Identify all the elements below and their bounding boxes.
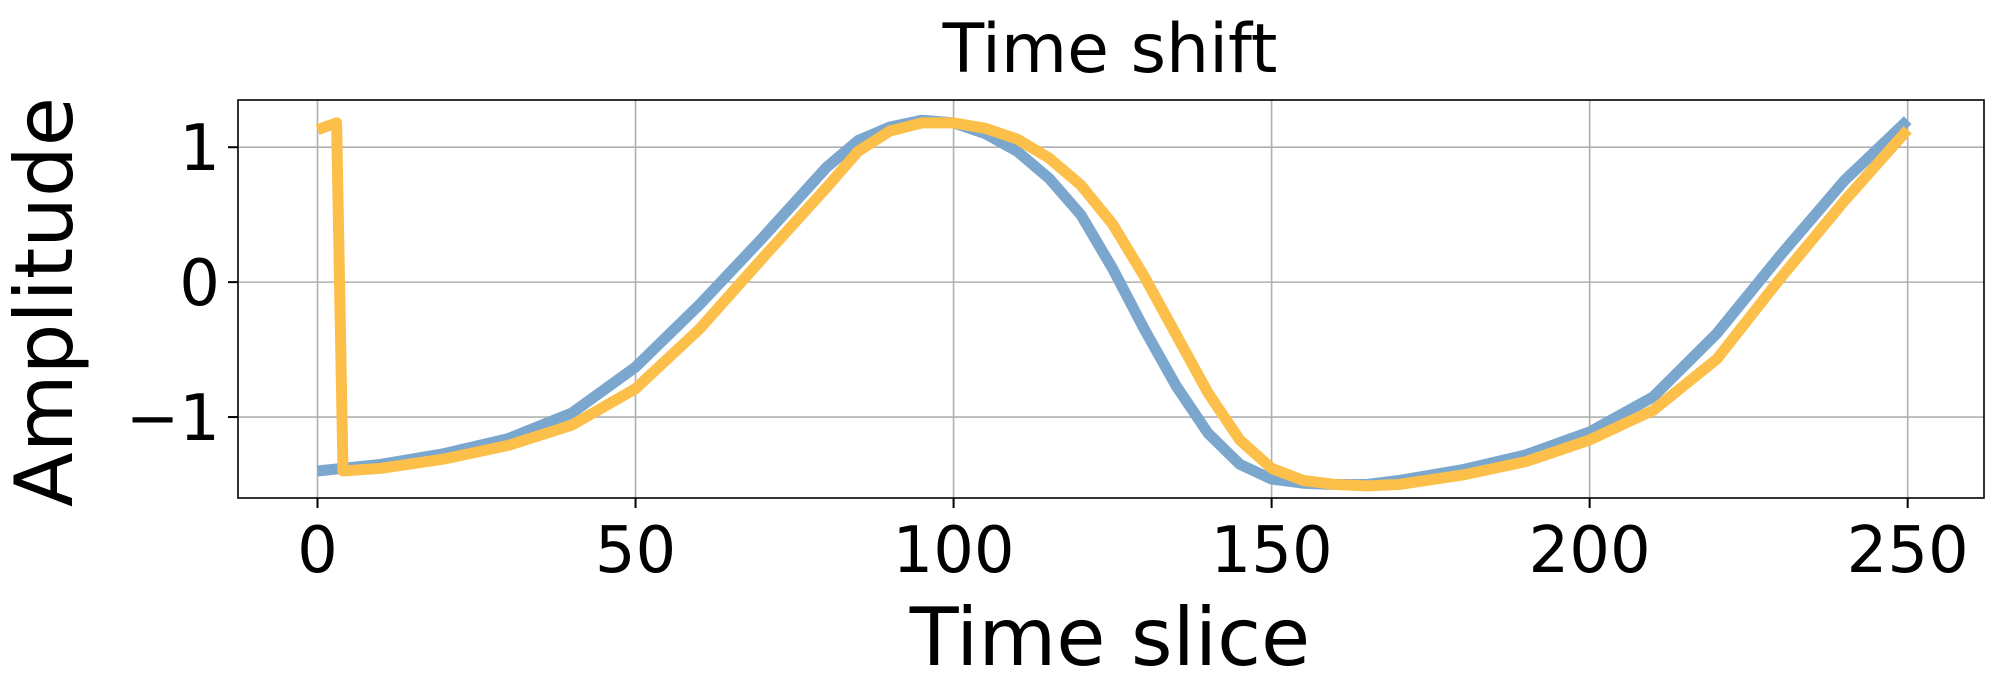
y-tick-label-2: 1 xyxy=(179,112,220,186)
axis-ticks: 0 50 100 150 200 250 −1 0 1 xyxy=(126,112,1969,588)
x-axis-label: Time slice xyxy=(909,591,1311,684)
chart-title: Time shift xyxy=(942,10,1278,89)
y-tick-label-1: 0 xyxy=(179,247,220,321)
series-line-1 xyxy=(316,114,1912,490)
x-tick-label-4: 200 xyxy=(1529,514,1651,588)
grid xyxy=(238,100,1984,498)
x-tick-label-2: 100 xyxy=(892,514,1014,588)
series-line-2 xyxy=(315,117,1912,492)
y-tick-label-0: −1 xyxy=(126,382,220,456)
y-axis-label: Amplitude xyxy=(0,97,91,507)
x-tick-label-5: 250 xyxy=(1847,514,1969,588)
x-tick-label-3: 150 xyxy=(1211,514,1333,588)
plot-area-frame xyxy=(237,99,1985,499)
series-group xyxy=(315,114,1912,492)
x-tick-label-1: 50 xyxy=(595,514,676,588)
x-tick-label-0: 0 xyxy=(297,514,338,588)
